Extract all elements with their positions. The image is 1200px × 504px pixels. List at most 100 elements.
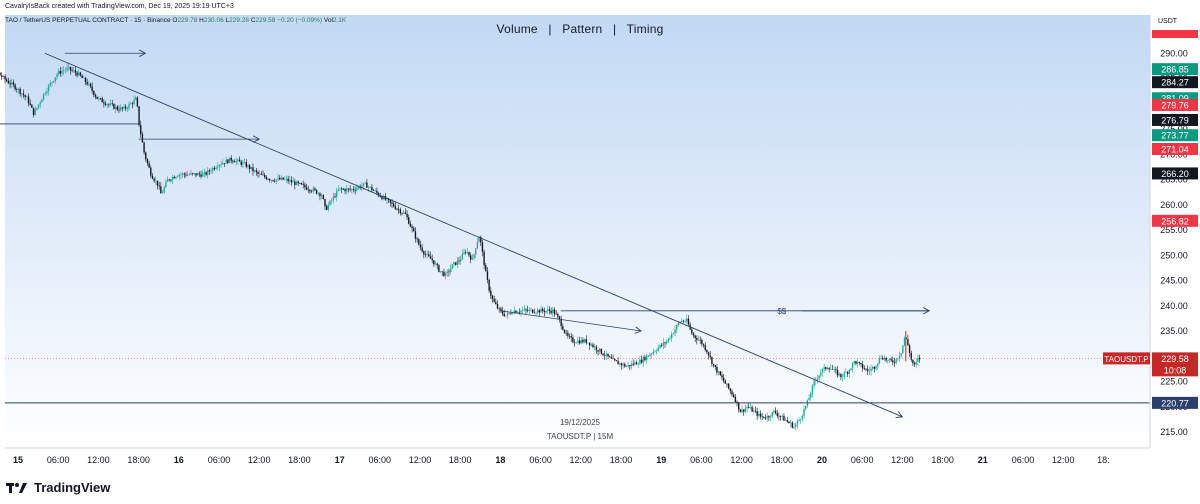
price-label-text: 220.77 — [1161, 398, 1189, 408]
price-tick-label: 275.00 — [1160, 124, 1188, 134]
candle-body — [434, 263, 437, 265]
candle-body — [433, 260, 435, 265]
candle-body — [116, 106, 118, 110]
candle-body — [185, 174, 187, 176]
symbol-title[interactable]: TAO / TetherUS PERPETUAL CONTRACT · 15 ·… — [5, 17, 171, 24]
candle-body — [481, 242, 484, 252]
time-tick-label: 21 — [978, 455, 988, 465]
candle-body — [706, 350, 708, 353]
candle-body — [461, 253, 464, 260]
candle-body — [604, 355, 606, 356]
candle-body — [726, 383, 728, 385]
candle-body — [31, 104, 33, 108]
candle-body — [170, 179, 172, 181]
candle-body — [190, 173, 192, 175]
candle-body — [175, 177, 177, 179]
candle-body — [463, 252, 465, 254]
candle-body — [866, 369, 869, 372]
candle-body — [748, 407, 750, 408]
candle-body — [119, 107, 122, 111]
candle-body — [68, 66, 70, 68]
candle-body — [19, 88, 21, 94]
candle-body — [424, 254, 427, 256]
candle-body — [195, 173, 197, 176]
candle-body — [813, 380, 815, 386]
candle-body — [81, 75, 83, 79]
time-tick-label: 12:00 — [891, 455, 914, 465]
candle-body — [873, 366, 876, 369]
candle-body — [148, 163, 150, 168]
candle-body — [650, 353, 653, 355]
annotation-arrowhead — [634, 326, 643, 334]
candle-body — [771, 412, 773, 417]
candle-body — [521, 310, 524, 311]
candle-body — [786, 420, 788, 422]
candle-body — [657, 347, 660, 351]
candle-body — [14, 84, 16, 90]
candle-body — [739, 409, 742, 413]
candle-body — [600, 348, 603, 354]
candle-body — [423, 251, 425, 255]
candle-body — [766, 416, 768, 419]
candle-body — [533, 312, 536, 314]
candle-body — [304, 184, 306, 188]
tradingview-logo-icon — [6, 482, 27, 493]
candle-body — [598, 348, 601, 352]
candle-body — [44, 93, 46, 95]
price-label-box — [1152, 63, 1198, 76]
candle-body — [66, 67, 68, 70]
candle-body — [908, 345, 911, 354]
candle-body — [480, 236, 482, 243]
candle-body — [872, 366, 874, 369]
candle-body — [106, 104, 108, 105]
time-tick-label: 12:00 — [409, 455, 432, 465]
candle-body — [712, 363, 715, 366]
footer-brand[interactable]: TradingView — [6, 480, 110, 495]
candle-body — [520, 310, 522, 313]
candle-body — [662, 342, 665, 346]
candle-body — [17, 88, 20, 90]
time-tick-label: 12:00 — [1052, 455, 1075, 465]
price-label-box — [1152, 167, 1198, 180]
annotation-arrowhead — [922, 307, 931, 315]
candle-body — [473, 254, 475, 258]
candle-body — [778, 415, 780, 417]
candle-body — [897, 358, 899, 360]
candle-body — [798, 419, 800, 422]
candle-body — [478, 236, 480, 243]
candle-body — [176, 176, 179, 178]
candle-body — [607, 353, 609, 357]
candle-body — [671, 333, 673, 339]
candle-body — [573, 342, 576, 343]
candle-body — [381, 196, 383, 200]
candle-body — [486, 271, 489, 280]
candle-body — [161, 192, 164, 194]
candle-body — [218, 164, 221, 167]
candle-body — [438, 265, 440, 272]
candle-body — [647, 355, 649, 357]
candle-body — [49, 83, 51, 86]
candle-body — [319, 193, 321, 196]
candle-body — [310, 191, 313, 192]
candle-body — [46, 91, 48, 94]
candle-body — [374, 190, 376, 192]
candle-body — [466, 252, 469, 253]
candle-body — [272, 180, 274, 181]
candle-body — [624, 364, 626, 367]
candle-body — [751, 407, 753, 412]
candle-body — [799, 419, 802, 420]
price-label-text: 281.09 — [1161, 94, 1189, 104]
candle-body — [421, 247, 423, 252]
candle-body — [173, 176, 175, 179]
price-label-text: 284.27 — [1161, 78, 1189, 88]
candle-body — [284, 178, 286, 180]
time-tick-label: 12:00 — [87, 455, 110, 465]
candle-body — [155, 180, 157, 182]
candle-body — [12, 82, 15, 85]
price-tick-label: 250.00 — [1160, 250, 1188, 260]
price-label-text: 256.82 — [1161, 216, 1189, 226]
candle-body — [205, 172, 207, 175]
candle-body — [672, 333, 675, 334]
candle-body — [409, 223, 412, 227]
